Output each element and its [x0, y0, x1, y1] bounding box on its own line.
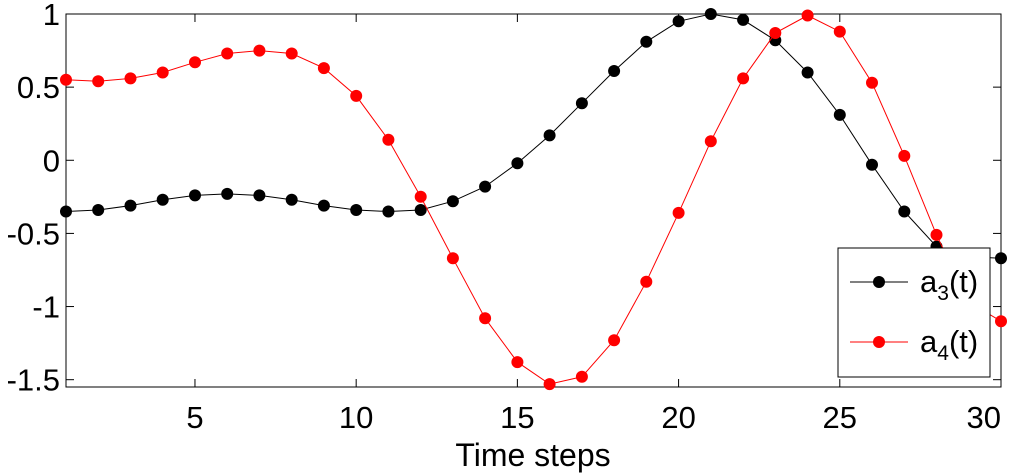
series-2-point	[511, 356, 524, 369]
series-1-point	[640, 35, 653, 48]
series-1-point	[479, 180, 492, 193]
x-tick-label: 10	[339, 400, 373, 435]
series-2-point	[60, 73, 72, 86]
series-2-point	[189, 56, 201, 69]
series-2-point	[995, 315, 1007, 328]
series-2-point	[221, 47, 234, 60]
series-1-point	[575, 97, 588, 110]
x-tick-label: 5	[186, 400, 203, 435]
series-2-point	[92, 75, 105, 88]
series-2-point	[769, 27, 782, 39]
series-1-point	[382, 205, 395, 218]
series-1-point	[737, 13, 750, 26]
ticks-layer: 5 10 15 20 25 30 1 0.5 0 -0.5 -1 -1.5	[7, 0, 1002, 435]
series-2-point	[350, 89, 363, 102]
series-1-point	[995, 252, 1007, 265]
series-2-point	[672, 206, 685, 219]
series-1-point	[350, 204, 363, 216]
series-2-point	[640, 275, 653, 288]
series-2-point	[156, 66, 169, 79]
series-1-point	[543, 129, 556, 142]
series-2-point	[737, 72, 750, 85]
legend-box	[837, 247, 991, 378]
y-tick-label: -1	[32, 290, 60, 325]
series-1-point	[511, 157, 524, 170]
y-tick-label: 0.5	[17, 70, 60, 105]
series-2-point	[253, 44, 266, 57]
series-1-point	[92, 204, 105, 216]
series-2-point	[285, 47, 298, 60]
series-1-point	[124, 199, 137, 212]
series-1-point	[221, 187, 234, 200]
series-2-point	[866, 76, 878, 89]
x-tick-label: 30	[967, 400, 1001, 435]
legend-swatch-marker	[873, 336, 885, 348]
x-axis-label: Time steps	[455, 437, 610, 473]
series-1-point	[317, 199, 330, 212]
series-1-point	[833, 108, 846, 121]
series-1-point	[898, 205, 911, 218]
series-1-point	[866, 158, 878, 171]
series-1-point	[446, 195, 459, 208]
series-2-point	[930, 228, 943, 241]
series-1-point	[801, 66, 814, 79]
x-tick-label: 25	[823, 400, 857, 435]
y-tick-label: -0.5	[7, 216, 60, 251]
series-1-point	[285, 193, 298, 206]
series-2-point	[801, 9, 814, 22]
series-2-point	[833, 25, 846, 38]
x-tick-label: 20	[661, 400, 695, 435]
series-1-point	[60, 205, 72, 218]
series-2-point	[124, 72, 137, 85]
series-1-point	[253, 189, 266, 202]
series-2-point	[317, 62, 330, 75]
series-2-point	[608, 334, 621, 347]
series-1-point	[608, 65, 621, 77]
x-tick-label: 15	[500, 400, 534, 435]
series-2-point	[414, 190, 427, 203]
legend-label: a3(t)	[920, 264, 978, 305]
series-1-point	[189, 189, 201, 202]
series-2-point	[479, 312, 492, 325]
series-2-point	[575, 370, 588, 383]
y-tick-label: -1.5	[7, 363, 60, 398]
legend-label: a4(t)	[920, 324, 978, 365]
series-2-point	[382, 133, 395, 146]
series-2-point	[704, 135, 717, 148]
y-tick-label: 0	[43, 143, 60, 178]
series-2-point	[446, 252, 459, 265]
series-1-point	[156, 193, 169, 206]
series-1-point	[414, 204, 427, 216]
series-1-point	[704, 8, 717, 20]
legend: a3(t) a4(t)	[837, 247, 991, 378]
legend-swatch-marker	[873, 276, 885, 288]
y-tick-label: 1	[43, 0, 60, 32]
series-2-point	[543, 378, 556, 391]
series-2-point	[898, 149, 911, 162]
